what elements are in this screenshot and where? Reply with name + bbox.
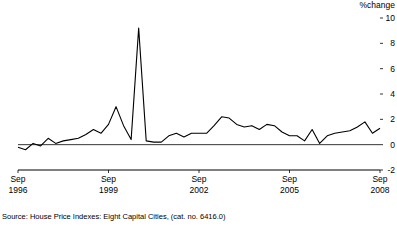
x-tick xyxy=(380,170,381,173)
y-tick-label: -2 xyxy=(387,165,395,175)
plot-area xyxy=(18,28,380,150)
y-tick xyxy=(380,94,383,95)
y-tick-label: 8 xyxy=(390,38,395,48)
y-tick xyxy=(380,43,383,44)
y-axis-label: %change xyxy=(360,0,396,10)
x-tick-label: Sep1999 xyxy=(99,174,118,195)
y-tick xyxy=(380,119,383,120)
y-tick-label: 6 xyxy=(390,64,395,74)
series-line xyxy=(18,28,380,150)
x-tick xyxy=(199,170,200,173)
source-note: Source: House Price Indexes: Eight Capit… xyxy=(2,212,226,221)
x-tick-label: Sep2008 xyxy=(371,174,390,195)
y-tick xyxy=(380,170,383,171)
y-tick-label: 2 xyxy=(390,114,395,124)
chart: -2 0 2 4 6 8 10 %change Sep1996 Sep1999 Sep2002 Sep… xyxy=(0,0,397,227)
y-tick-label: 4 xyxy=(390,89,395,99)
zero-line xyxy=(18,144,380,145)
y-tick xyxy=(380,144,383,145)
x-tick-label: Sep2005 xyxy=(280,174,299,195)
x-tick-label: Sep1996 xyxy=(9,174,28,195)
x-tick xyxy=(289,170,290,173)
x-tick-label: Sep2002 xyxy=(190,174,209,195)
y-tick xyxy=(380,18,383,19)
x-tick xyxy=(18,170,19,173)
y-tick-label: 10 xyxy=(386,13,396,23)
y-tick-label: 0 xyxy=(390,140,395,150)
y-tick xyxy=(380,68,383,69)
x-tick xyxy=(108,170,109,173)
